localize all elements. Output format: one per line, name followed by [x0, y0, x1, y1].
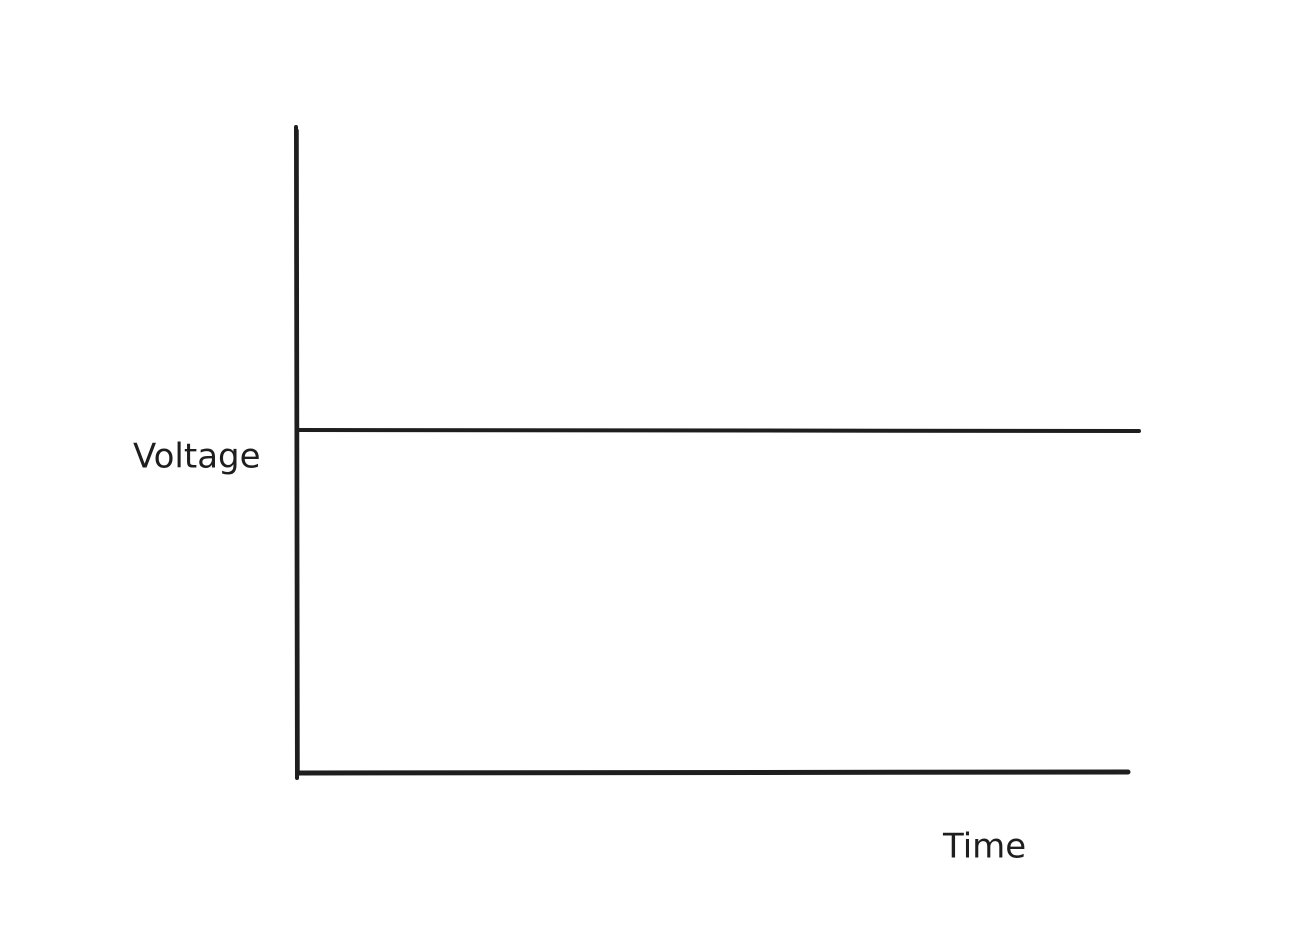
horizontal-axis [295, 769, 1131, 776]
voltage-level-line [297, 428, 1141, 433]
vertical-axis-stroke [297, 129, 300, 776]
vertical-axis [294, 125, 299, 780]
y-axis-label: Voltage [133, 437, 261, 477]
x-axis-label: Time [942, 827, 1026, 867]
